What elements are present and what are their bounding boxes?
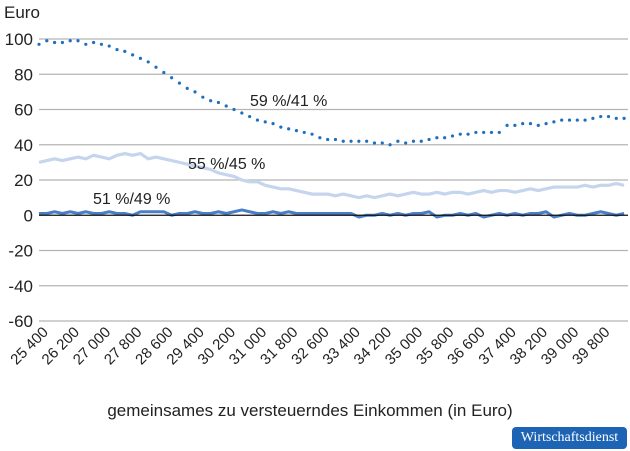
series-line (38, 151, 625, 200)
data-point (310, 132, 314, 136)
data-point (170, 76, 174, 80)
y-tick-label: -20 (8, 242, 33, 261)
y-tick-label: -60 (8, 312, 33, 331)
y-tick-label: 100 (5, 30, 33, 49)
data-point (333, 137, 338, 142)
brand-logo-wirtschaftsdienst: Wirtschaftsdienst (512, 427, 627, 449)
data-point (575, 118, 579, 122)
data-point (248, 114, 252, 119)
data-point (411, 139, 416, 143)
data-point (162, 70, 166, 75)
data-point (240, 111, 244, 115)
y-tick-label: 20 (14, 171, 33, 190)
data-point (68, 39, 72, 43)
data-point (232, 107, 236, 112)
data-point (302, 130, 306, 135)
data-point (482, 130, 486, 135)
data-point (388, 143, 392, 147)
data-point (404, 141, 408, 145)
data-point (279, 125, 283, 129)
data-point (99, 42, 104, 46)
data-point (583, 118, 587, 122)
data-point (591, 116, 595, 120)
data-point (60, 40, 65, 45)
data-point (224, 104, 228, 108)
y-tick-label: -40 (8, 277, 33, 296)
data-point (318, 136, 322, 140)
data-point (53, 40, 57, 45)
data-point (497, 130, 501, 135)
data-point (131, 53, 135, 57)
data-point (84, 42, 88, 46)
data-point (76, 39, 80, 43)
data-point (271, 122, 275, 126)
data-point (606, 114, 611, 119)
data-point (458, 132, 462, 136)
data-point (450, 134, 455, 138)
data-point (209, 99, 213, 103)
data-point (154, 65, 158, 69)
data-point (427, 137, 431, 142)
y-tick-label: 40 (14, 136, 33, 155)
data-point (528, 122, 533, 126)
data-point (216, 100, 221, 105)
data-point (489, 130, 494, 135)
data-point (466, 132, 470, 136)
data-point (365, 139, 369, 143)
data-point (263, 120, 267, 124)
data-point (622, 116, 626, 120)
data-point (341, 139, 345, 143)
data-point (380, 141, 384, 145)
data-point (396, 139, 400, 143)
data-point (544, 122, 548, 126)
data-point (474, 130, 478, 135)
data-point (435, 136, 439, 140)
y-tick-label: 60 (14, 101, 33, 120)
data-point (567, 118, 572, 122)
data-point (443, 136, 447, 140)
series-annotation: 59 %/41 % (250, 93, 327, 110)
data-point (326, 137, 330, 142)
data-point (185, 86, 189, 90)
data-point (552, 120, 556, 124)
data-point (536, 123, 540, 127)
y-axis-label: Euro (4, 3, 40, 22)
data-point (599, 114, 603, 119)
data-point (45, 39, 49, 43)
x-axis-label: gemeinsames zu versteuerndes Einkommen (… (107, 401, 512, 420)
series-line (39, 208, 625, 219)
data-point (521, 122, 525, 126)
data-point (177, 81, 182, 85)
data-point (349, 139, 353, 143)
data-point (614, 116, 618, 120)
data-point (146, 60, 150, 64)
data-point (107, 44, 111, 48)
data-point (287, 127, 291, 131)
data-point (193, 90, 197, 94)
data-point (92, 40, 96, 45)
data-point (505, 123, 509, 127)
data-point (357, 139, 361, 143)
data-point (201, 95, 205, 99)
data-point (255, 118, 260, 122)
data-point (138, 56, 143, 60)
data-point (372, 141, 377, 145)
series-annotation: 51 %/49 % (93, 191, 170, 208)
series-annotation: 55 %/45 % (188, 156, 265, 173)
data-point (294, 129, 299, 133)
data-point (419, 139, 423, 143)
data-point (513, 123, 517, 127)
data-point (115, 47, 119, 52)
y-tick-label: 0 (24, 206, 33, 225)
data-point (123, 49, 127, 53)
y-tick-label: 80 (14, 65, 33, 84)
data-point (37, 42, 41, 46)
data-point (560, 118, 564, 122)
